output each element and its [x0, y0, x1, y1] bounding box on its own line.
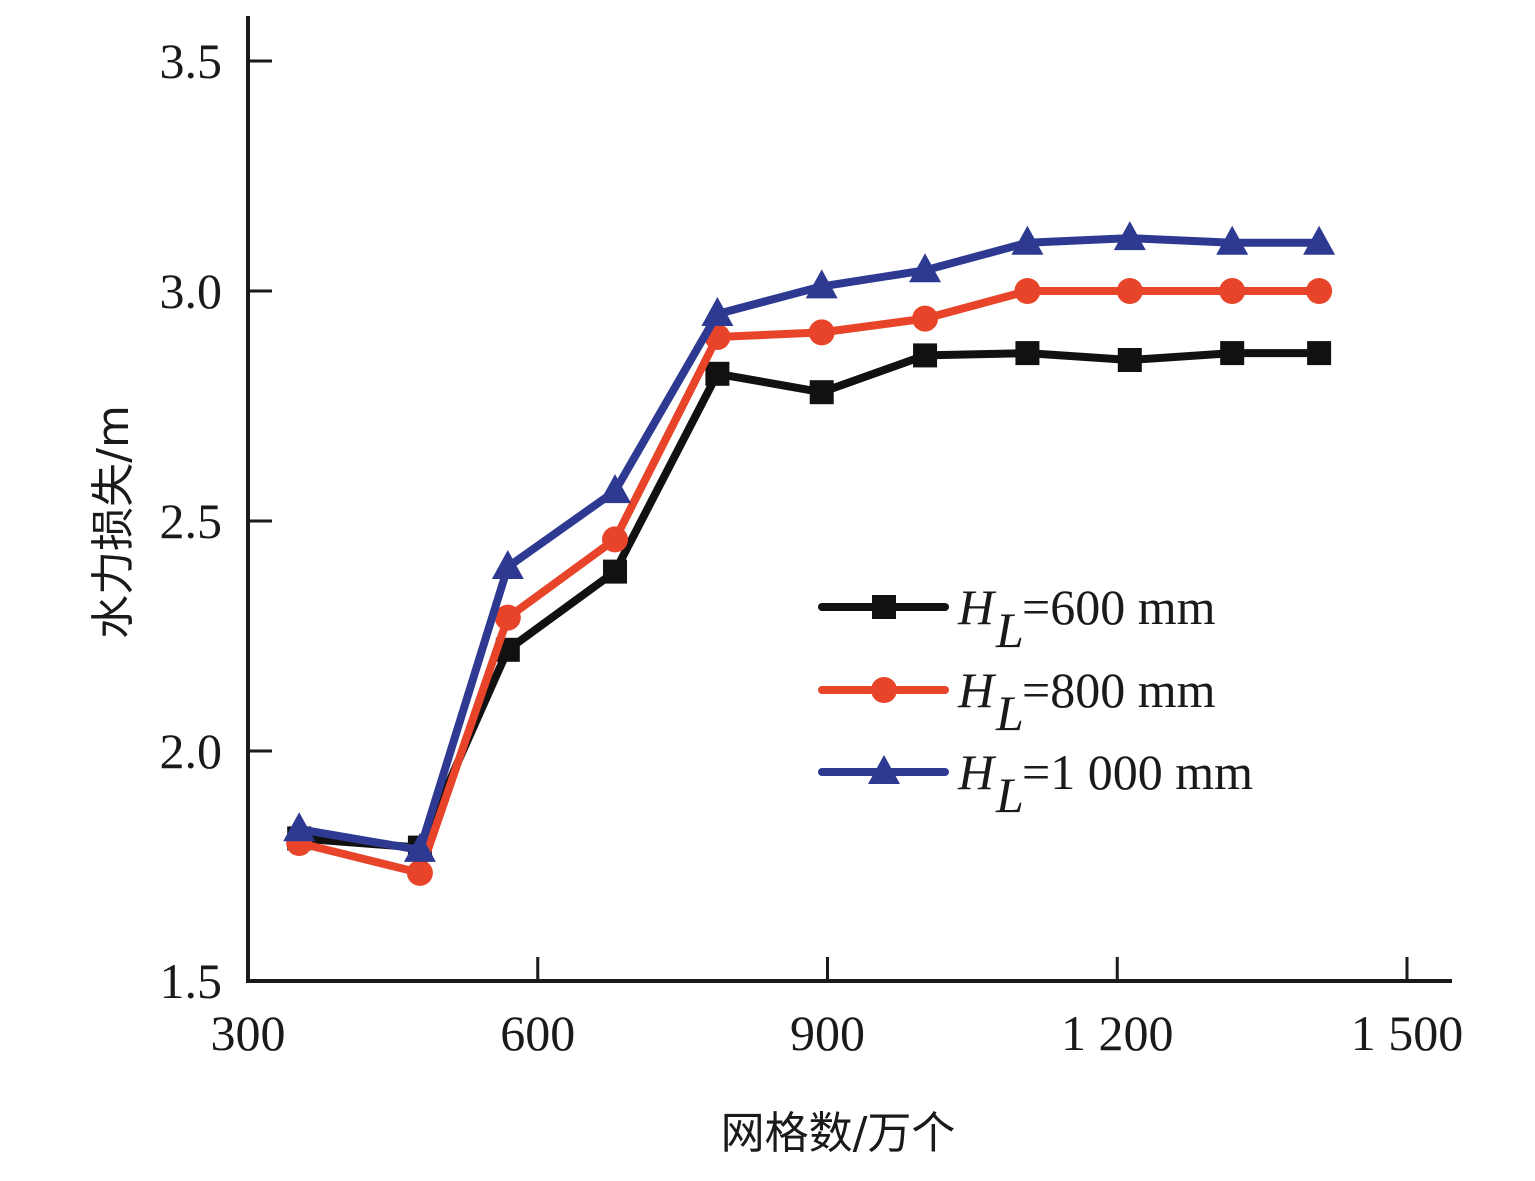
y-tick-label: 1.5 [160, 953, 223, 1009]
legend-label: =800 mm [1022, 662, 1216, 718]
data-point-circle [1014, 278, 1041, 304]
legend-subscript: L [995, 602, 1024, 658]
data-point-square [705, 361, 730, 386]
data-point-triangle [283, 812, 316, 842]
data-point-square [603, 559, 628, 584]
legend-item: H L=600 mm [818, 579, 1216, 658]
data-point-square [1117, 348, 1142, 372]
x-tick-label: 300 [211, 1005, 286, 1061]
data-point-triangle [805, 269, 838, 299]
x-tick-label: 600 [500, 1005, 575, 1061]
legend-item: H L=800 mm [818, 662, 1216, 741]
legend-symbol: H [957, 744, 997, 800]
legend: H L=600 mmH L=800 mmH L=1 000 mm [818, 579, 1253, 823]
legend-symbol: H [957, 662, 997, 718]
legend-symbol: H [957, 579, 997, 635]
x-tick-label: 900 [790, 1005, 865, 1061]
legend-marker-square [872, 595, 896, 619]
data-point-square [1220, 341, 1245, 366]
data-point-triangle [1113, 221, 1146, 251]
legend-marker-triangle [868, 755, 900, 784]
legend-label: =1 000 mm [1022, 744, 1253, 800]
legend-subscript: L [995, 685, 1024, 741]
data-point-circle [808, 319, 835, 346]
data-point-circle [406, 859, 433, 886]
data-point-circle [1219, 278, 1246, 304]
data-point-circle [1116, 278, 1143, 304]
legend-marker-circle [871, 677, 897, 703]
data-point-circle [602, 526, 629, 553]
series-layer [283, 221, 1336, 886]
data-point-triangle [403, 832, 436, 862]
data-point-triangle [1011, 225, 1044, 255]
data-point-square [1015, 341, 1040, 366]
y-tick-label: 2.0 [160, 723, 223, 779]
legend-subscript: L [995, 767, 1024, 823]
data-point-triangle [491, 550, 524, 579]
legend-label: =600 mm [1022, 579, 1216, 635]
legend-item: H L=1 000 mm [818, 744, 1253, 823]
data-point-triangle [599, 474, 632, 504]
x-axis-title: 网格数/万个 [721, 1108, 956, 1159]
y-tick-label: 3.5 [160, 33, 223, 89]
data-point-square [913, 343, 938, 368]
data-point-triangle [1216, 225, 1249, 255]
data-point-circle [912, 305, 939, 332]
data-point-circle [1306, 278, 1333, 304]
axes: 1.5 2.0 2.5 3.0 3.5 300 600 900 1 200 1 500 [160, 16, 1464, 1061]
y-axis-title: 水力损失/m [88, 405, 139, 639]
data-point-circle [494, 604, 521, 631]
series-circle [286, 278, 1333, 886]
x-tick-label: 1 200 [1061, 1005, 1174, 1061]
data-point-triangle [909, 253, 942, 283]
data-point-triangle [701, 297, 734, 326]
y-tick-label: 3.0 [160, 263, 223, 319]
x-tick-label: 1 500 [1351, 1005, 1464, 1061]
data-point-square [809, 380, 834, 405]
data-point-triangle [1303, 225, 1336, 255]
y-tick-label: 2.5 [160, 493, 223, 549]
data-point-square [1307, 341, 1332, 366]
series-triangle [283, 221, 1336, 862]
